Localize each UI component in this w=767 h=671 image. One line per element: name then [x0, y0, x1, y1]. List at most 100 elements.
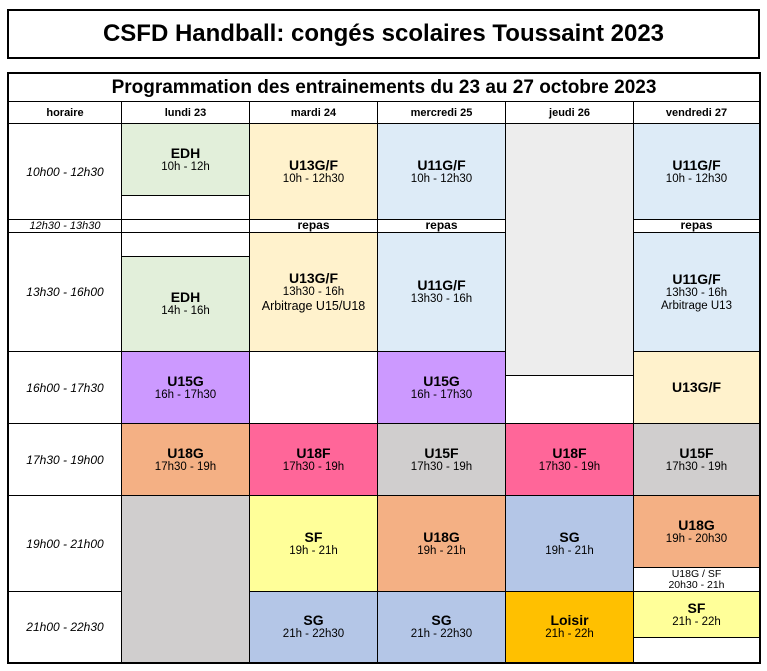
lunch-break: repas: [378, 218, 506, 233]
header-horaire: horaire: [9, 102, 122, 124]
lunch-break: repas: [634, 218, 759, 233]
session-team: EDH: [170, 289, 201, 306]
session-hours: 13h30 - 16h: [410, 293, 473, 306]
session-jeudi-sg: SG 19h - 21h: [506, 496, 634, 592]
session-hours: 13h30 - 16h: [665, 286, 728, 299]
session-jeudi-loisir: Loisir 21h - 22h: [506, 592, 634, 662]
session-hours: 17h30 - 19h: [410, 460, 473, 473]
session-team: SG: [431, 612, 452, 629]
session-jeudi-u18f: U18F 17h30 - 19h: [506, 424, 634, 496]
session-hours: 16h - 17h30: [154, 388, 217, 401]
time-slot-5: 17h30 - 19h00: [9, 424, 122, 496]
session-vendredi-sf: SF 21h - 22h: [634, 592, 759, 638]
session-vendredi-u11-morning: U11G/F 10h - 12h30: [634, 124, 759, 220]
session-mercredi-u11-afternoon: U11G/F 13h30 - 16h: [378, 233, 506, 352]
session-vendredi-u15f: U15F 17h30 - 19h: [634, 424, 759, 496]
session-mardi-u13-afternoon: U13G/F 13h30 - 16h Arbitrage U15/U18: [250, 233, 378, 352]
session-hours: 17h30 - 19h: [154, 460, 217, 473]
header-mercredi: mercredi 25: [378, 102, 506, 124]
session-team: U18G / SF: [671, 568, 722, 580]
header-vendredi: vendredi 27: [634, 102, 759, 124]
header-mardi: mardi 24: [250, 102, 378, 124]
session-team: U11G/F: [417, 277, 466, 294]
lunch-label: repas: [680, 218, 713, 233]
session-hours: 10h - 12h30: [282, 172, 345, 185]
session-vendredi-u11-afternoon: U11G/F 13h30 - 16h Arbitrage U13: [634, 233, 759, 352]
session-team: SF: [304, 528, 323, 545]
session-hours: 14h - 16h: [161, 305, 210, 318]
session-hours: 10h - 12h: [161, 160, 210, 173]
session-hours: 13h30 - 16h: [282, 286, 345, 299]
session-team: Loisir: [550, 612, 589, 629]
session-mercredi-u18g: U18G 19h - 21h: [378, 496, 506, 592]
page-title: CSFD Handball: congés scolaires Toussain…: [7, 9, 760, 59]
session-team: U15F: [424, 444, 459, 461]
session-note: Arbitrage U13: [661, 300, 732, 313]
session-team: U11G/F: [417, 156, 466, 173]
session-team: U15G: [167, 372, 204, 389]
schedule-subtitle: Programmation des entrainements du 23 au…: [9, 74, 759, 102]
session-hours: 21h - 22h: [672, 615, 721, 628]
session-team: U18G: [167, 444, 204, 461]
session-team: U13G/F: [288, 156, 338, 173]
session-hours: 19h - 21h: [545, 544, 594, 557]
session-lundi-u15g: U15G 16h - 17h30: [122, 352, 250, 424]
session-hours: 16h - 17h30: [410, 388, 473, 401]
session-team: U15G: [423, 372, 460, 389]
session-mardi-u18f: U18F 17h30 - 19h: [250, 424, 378, 496]
header-jeudi: jeudi 26: [506, 102, 634, 124]
session-team: U13G/F: [288, 270, 338, 287]
empty-cell: [506, 376, 634, 424]
session-mercredi-u11-morning: U11G/F 10h - 12h30: [378, 124, 506, 220]
time-slot-6: 19h00 - 21h00: [9, 496, 122, 592]
session-hours: 21h - 22h30: [282, 628, 345, 641]
session-vendredi-u13: U13G/F: [634, 352, 759, 424]
session-team: U18G: [423, 528, 460, 545]
session-lundi-edh-morning: EDH 10h - 12h: [122, 124, 250, 196]
session-team: SG: [559, 528, 580, 545]
session-team: SG: [303, 612, 324, 629]
time-slot-7: 21h00 - 22h30: [9, 592, 122, 662]
session-team: U18G: [678, 516, 715, 533]
schedule-table: Programmation des entrainements du 23 au…: [7, 72, 761, 664]
unavailable-block: [506, 124, 634, 376]
session-mardi-sg: SG 21h - 22h30: [250, 592, 378, 662]
session-vendredi-u18g-sf: U18G / SF 20h30 - 21h: [634, 568, 759, 592]
session-hours: 21h - 22h30: [410, 628, 473, 641]
session-hours: 17h30 - 19h: [538, 460, 601, 473]
time-slot-4: 16h00 - 17h30: [9, 352, 122, 424]
session-team: U13G/F: [671, 379, 721, 396]
session-vendredi-u18g: U18G 19h - 20h30: [634, 496, 759, 568]
session-hours: 20h30 - 21h: [668, 578, 725, 591]
session-mardi-u13-morning: U13G/F 10h - 12h30: [250, 124, 378, 220]
session-hours: 21h - 22h: [545, 628, 594, 641]
empty-cell: [634, 638, 759, 662]
empty-cell: [122, 196, 250, 220]
session-hours: 10h - 12h30: [665, 172, 728, 185]
session-mardi-sf: SF 19h - 21h: [250, 496, 378, 592]
session-mercredi-u15g: U15G 16h - 17h30: [378, 352, 506, 424]
unavailable-block: [122, 496, 250, 662]
empty-cell: [250, 352, 378, 424]
empty-cell: [122, 220, 250, 233]
lunch-label: repas: [425, 218, 458, 233]
session-lundi-edh-afternoon: EDH 14h - 16h: [122, 257, 250, 352]
session-hours: 19h - 21h: [417, 544, 466, 557]
session-lundi-u18g: U18G 17h30 - 19h: [122, 424, 250, 496]
time-slot-3: 13h30 - 16h00: [9, 233, 122, 352]
empty-cell: [122, 233, 250, 257]
session-hours: 10h - 12h30: [410, 172, 473, 185]
session-team: EDH: [170, 144, 201, 161]
time-slot-1: 10h00 - 12h30: [9, 124, 122, 220]
session-team: U11G/F: [672, 156, 721, 173]
lunch-label: repas: [297, 218, 330, 233]
session-team: U18F: [552, 444, 587, 461]
session-note: Arbitrage U15/U18: [261, 299, 366, 314]
header-lundi: lundi 23: [122, 102, 250, 124]
session-hours: 19h - 20h30: [665, 532, 728, 545]
session-hours: 19h - 21h: [289, 544, 338, 557]
session-team: U18F: [296, 444, 331, 461]
session-hours: 17h30 - 19h: [665, 460, 728, 473]
session-mercredi-sg: SG 21h - 22h30: [378, 592, 506, 662]
session-team: SF: [687, 599, 706, 616]
